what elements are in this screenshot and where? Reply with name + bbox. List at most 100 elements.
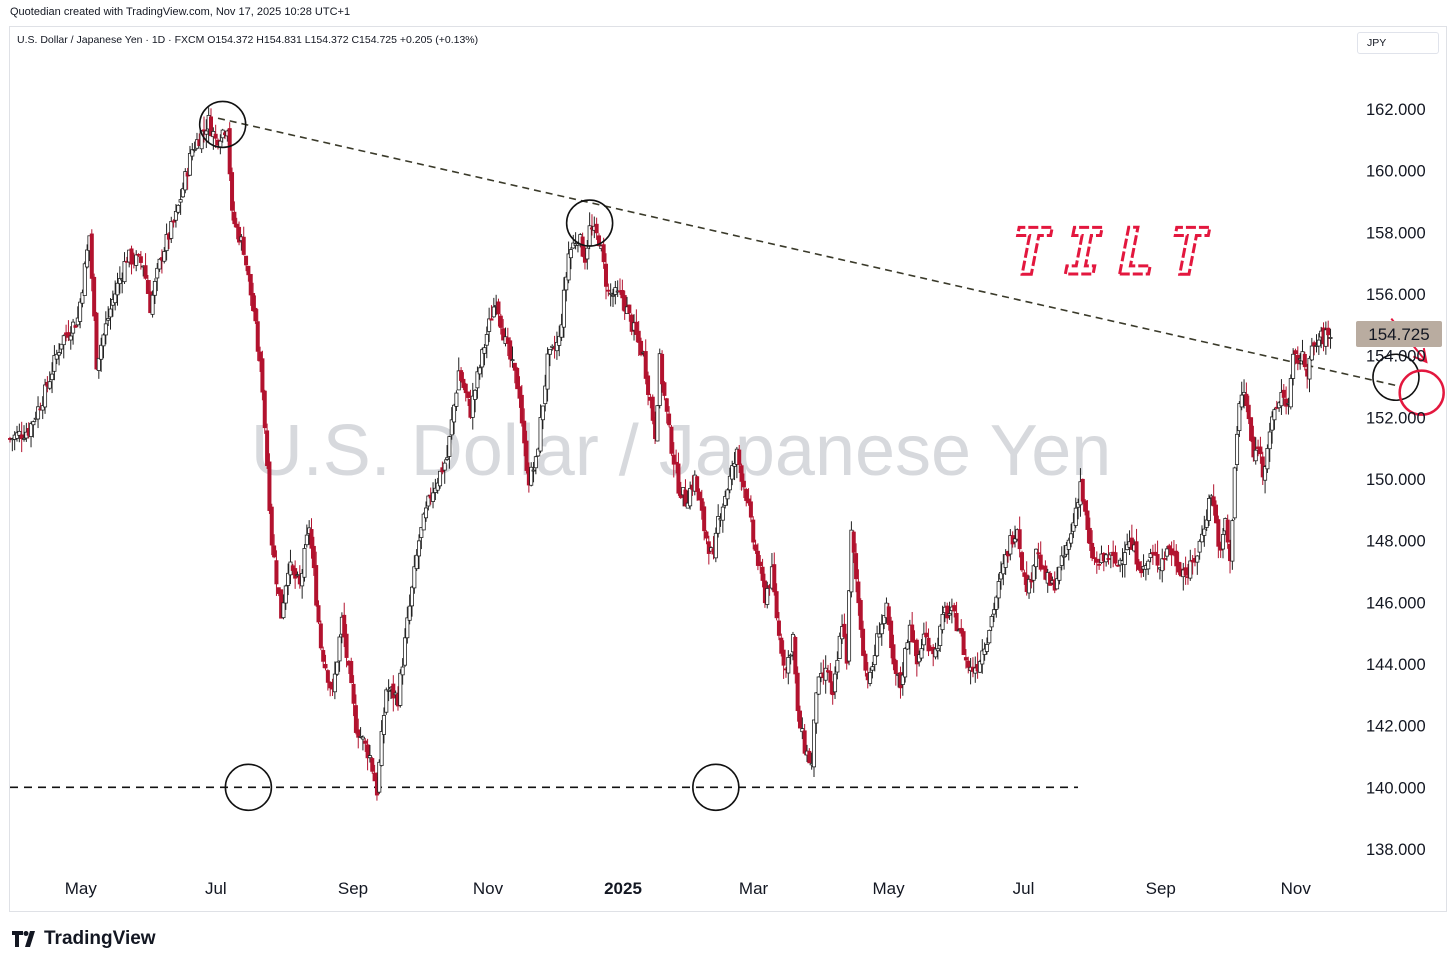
candle-body: [858, 600, 863, 630]
candle-body: [1221, 534, 1226, 550]
candle-body: [868, 671, 873, 684]
candle-body: [739, 465, 744, 482]
candle-body: [1293, 350, 1298, 355]
candle-body: [482, 347, 487, 354]
candle-body: [842, 623, 847, 637]
candle-body: [515, 367, 520, 390]
candle-body: [723, 496, 728, 506]
time-tick-label: May: [65, 879, 98, 898]
candle-body: [134, 254, 139, 266]
time-axis[interactable]: May Jul Sep Nov 2025 Mar May Jul Sep Nov: [65, 879, 1312, 898]
candle-body: [410, 586, 415, 607]
currency-selector[interactable]: JPY: [1357, 32, 1439, 54]
candle-body: [837, 635, 842, 660]
candle-body: [400, 666, 405, 676]
candle-body: [643, 351, 648, 379]
candle-body: [1246, 404, 1251, 420]
price-tick-label: 150.000: [1366, 471, 1426, 489]
candle-body: [1183, 567, 1188, 576]
candle-body: [323, 663, 328, 669]
candle-body: [746, 498, 751, 504]
candle-body: [113, 293, 118, 304]
candle-body: [1153, 551, 1158, 556]
candle-body: [603, 263, 608, 287]
price-tick-label: 148.000: [1366, 533, 1426, 551]
candle-body: [1302, 354, 1307, 368]
tradingview-logo[interactable]: TradingView: [12, 928, 156, 950]
candle-body: [655, 405, 660, 442]
candle-body: [209, 116, 214, 137]
candle-body: [260, 358, 265, 393]
candle-body: [639, 340, 644, 356]
candle-body: [1055, 578, 1060, 590]
candle-body: [1316, 339, 1321, 347]
breakout-arrow-head: [1413, 347, 1428, 364]
candle-body: [344, 633, 349, 658]
candle-body: [977, 661, 982, 673]
candle-body: [302, 548, 307, 578]
candle-body: [1204, 519, 1209, 528]
candle-body: [1001, 563, 1006, 575]
candle-body: [924, 632, 929, 638]
candle-body: [117, 278, 122, 285]
candle-body: [449, 419, 454, 436]
candle-body: [744, 489, 749, 501]
candle-body: [688, 488, 693, 507]
candle-body: [1309, 345, 1314, 361]
candle-body: [966, 660, 971, 668]
candle-body: [1167, 545, 1172, 549]
candle-body: [22, 438, 27, 440]
candle-body: [1326, 327, 1331, 336]
candle-body: [274, 560, 279, 585]
candle-body: [94, 312, 99, 370]
candle-body: [662, 382, 667, 396]
candle-body: [498, 315, 503, 328]
candle-body: [980, 650, 985, 665]
candle-body: [781, 649, 786, 666]
candle-body: [349, 660, 354, 684]
candle-body: [1029, 579, 1034, 583]
candle-body: [1239, 394, 1244, 408]
annotation-lines: [10, 117, 1401, 789]
candle-body: [1284, 398, 1289, 407]
candle-body: [431, 492, 436, 502]
candle-body: [496, 301, 501, 315]
price-tick-label: 146.000: [1366, 594, 1426, 612]
highlight-circle: [565, 199, 614, 247]
candle-body: [561, 289, 566, 328]
candle-body: [1073, 507, 1078, 526]
candle-body: [998, 572, 1003, 580]
candle-body: [989, 616, 994, 628]
candle-body: [365, 744, 370, 759]
brand-name: TradingView: [44, 928, 156, 949]
candle-body: [1038, 554, 1043, 570]
candle-body: [608, 292, 613, 295]
candle-body: [501, 328, 506, 341]
candle-body: [903, 648, 908, 678]
candle-body: [788, 654, 793, 657]
candle-body: [106, 318, 111, 321]
candle-body: [103, 323, 108, 336]
candle-body: [1312, 342, 1317, 347]
price-axis[interactable]: 162.000 160.000 158.000 156.000 154.000 152.0…: [1366, 101, 1426, 859]
candle-body: [580, 236, 585, 257]
candle-body: [232, 211, 237, 225]
candle-body: [213, 133, 218, 139]
candle-body: [40, 405, 45, 411]
candle-body: [601, 244, 606, 263]
candle-body: [606, 289, 611, 292]
candle-body: [405, 617, 410, 639]
highlight-circle: [224, 763, 273, 812]
candle-body: [445, 457, 450, 460]
chart-watermark: U.S. Dollar / Japanese Yen: [251, 411, 1112, 491]
candle-body: [251, 293, 256, 312]
candle-body: [412, 566, 417, 589]
candle-body: [1225, 519, 1230, 543]
candle-body: [1249, 417, 1254, 441]
candle-body: [1020, 552, 1025, 571]
candle-body: [882, 615, 887, 625]
candle-body: [155, 267, 160, 279]
candle-body: [1206, 498, 1211, 521]
candle-body: [559, 324, 564, 338]
